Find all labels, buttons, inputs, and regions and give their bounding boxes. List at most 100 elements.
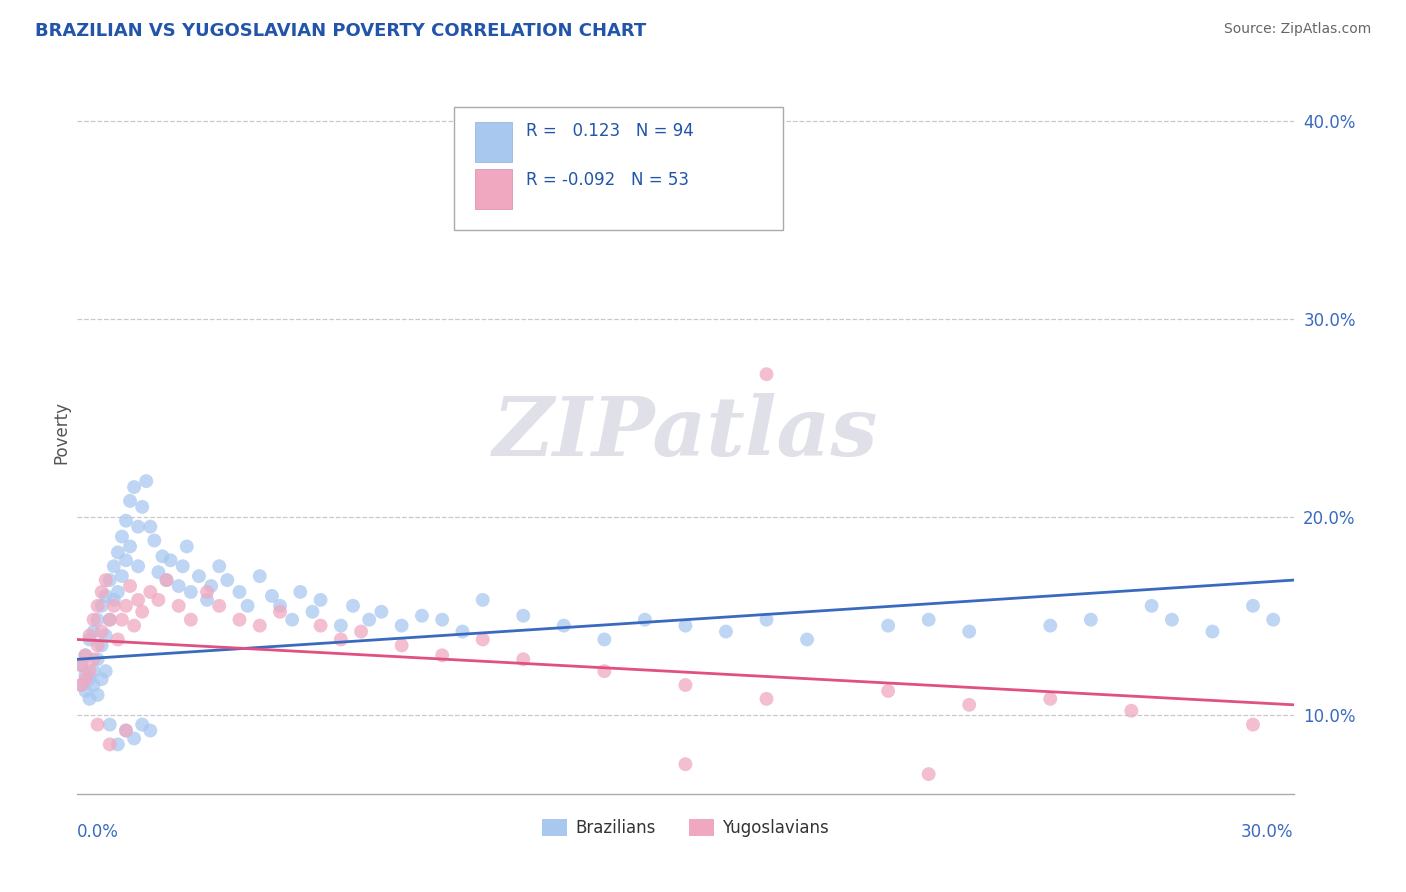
Point (155, 573, 177, 587)
Point (309, 593, 332, 607)
Point (208, 559, 231, 574)
Text: BRAZILIAN VS YUGOSLAVIAN POVERTY CORRELATION CHART: BRAZILIAN VS YUGOSLAVIAN POVERTY CORRELA… (35, 22, 647, 40)
Point (451, 624, 474, 639)
Point (1039, 618, 1062, 632)
Point (98, 573, 121, 587)
Point (755, 613, 778, 627)
Point (75, 648, 97, 663)
Point (75, 648, 97, 663)
Point (111, 613, 134, 627)
Point (1241, 717, 1264, 731)
Legend: Brazilians, Yugoslavians: Brazilians, Yugoslavians (536, 812, 835, 843)
Point (90, 585, 112, 599)
Point (593, 664, 616, 678)
Point (107, 738, 129, 752)
Point (755, 368, 778, 382)
Point (90, 639, 112, 653)
Point (957, 624, 980, 639)
Point (553, 618, 575, 632)
Point (675, 678, 697, 692)
Point (86, 652, 108, 666)
Text: 30.0%: 30.0% (1241, 822, 1294, 841)
Point (83, 624, 105, 639)
Point (411, 608, 433, 623)
Text: R =   0.123   N = 94: R = 0.123 N = 94 (526, 122, 693, 140)
Point (350, 624, 373, 639)
Point (131, 605, 153, 619)
Point (188, 569, 211, 583)
Point (167, 579, 190, 593)
Point (75, 672, 97, 686)
Point (90, 624, 112, 639)
Point (122, 731, 145, 746)
Point (103, 599, 125, 613)
Point (260, 589, 283, 603)
Point (86, 688, 108, 702)
Point (94, 589, 117, 603)
Y-axis label: Poverty: Poverty (52, 401, 70, 464)
Point (139, 585, 162, 599)
Point (70, 658, 93, 673)
Point (471, 593, 494, 607)
Point (172, 559, 194, 574)
Point (1201, 624, 1223, 639)
Point (115, 723, 138, 738)
Point (236, 599, 259, 613)
Point (329, 618, 352, 632)
Point (107, 632, 129, 647)
Point (70, 658, 93, 673)
Point (111, 569, 134, 583)
Point (98, 717, 121, 731)
Point (228, 613, 250, 627)
Point (90, 599, 112, 613)
Point (180, 613, 202, 627)
Point (79, 672, 101, 686)
Point (159, 553, 181, 567)
Point (83, 664, 105, 678)
Point (281, 613, 304, 627)
Point (75, 668, 97, 682)
Point (118, 579, 141, 593)
Point (957, 698, 980, 712)
Point (918, 767, 941, 781)
Point (122, 618, 145, 632)
Point (115, 599, 138, 613)
Point (86, 717, 108, 731)
Point (148, 593, 170, 607)
Point (79, 691, 101, 706)
Point (471, 632, 494, 647)
Point (430, 648, 453, 663)
Point (301, 605, 323, 619)
Point (918, 613, 941, 627)
Point (208, 599, 231, 613)
Point (512, 608, 534, 623)
Point (1263, 613, 1285, 627)
Point (98, 613, 121, 627)
Point (180, 585, 202, 599)
Point (103, 593, 125, 607)
FancyBboxPatch shape (475, 122, 512, 161)
Point (94, 664, 117, 678)
Point (152, 549, 174, 564)
Point (634, 613, 657, 627)
Point (143, 533, 166, 548)
Text: ZIPatlas: ZIPatlas (492, 392, 879, 473)
Point (329, 632, 352, 647)
Point (86, 639, 108, 653)
Point (79, 628, 101, 642)
Point (755, 691, 778, 706)
Text: R = -0.092   N = 53: R = -0.092 N = 53 (526, 171, 689, 189)
Text: Source: ZipAtlas.com: Source: ZipAtlas.com (1223, 22, 1371, 37)
Point (115, 553, 138, 567)
Point (309, 618, 332, 632)
Point (83, 678, 105, 692)
Point (127, 519, 149, 533)
Point (127, 593, 149, 607)
Point (512, 652, 534, 666)
Point (1161, 613, 1184, 627)
Point (118, 494, 141, 508)
Point (70, 678, 93, 692)
Point (1140, 599, 1163, 613)
Point (176, 540, 198, 554)
Point (131, 500, 153, 514)
